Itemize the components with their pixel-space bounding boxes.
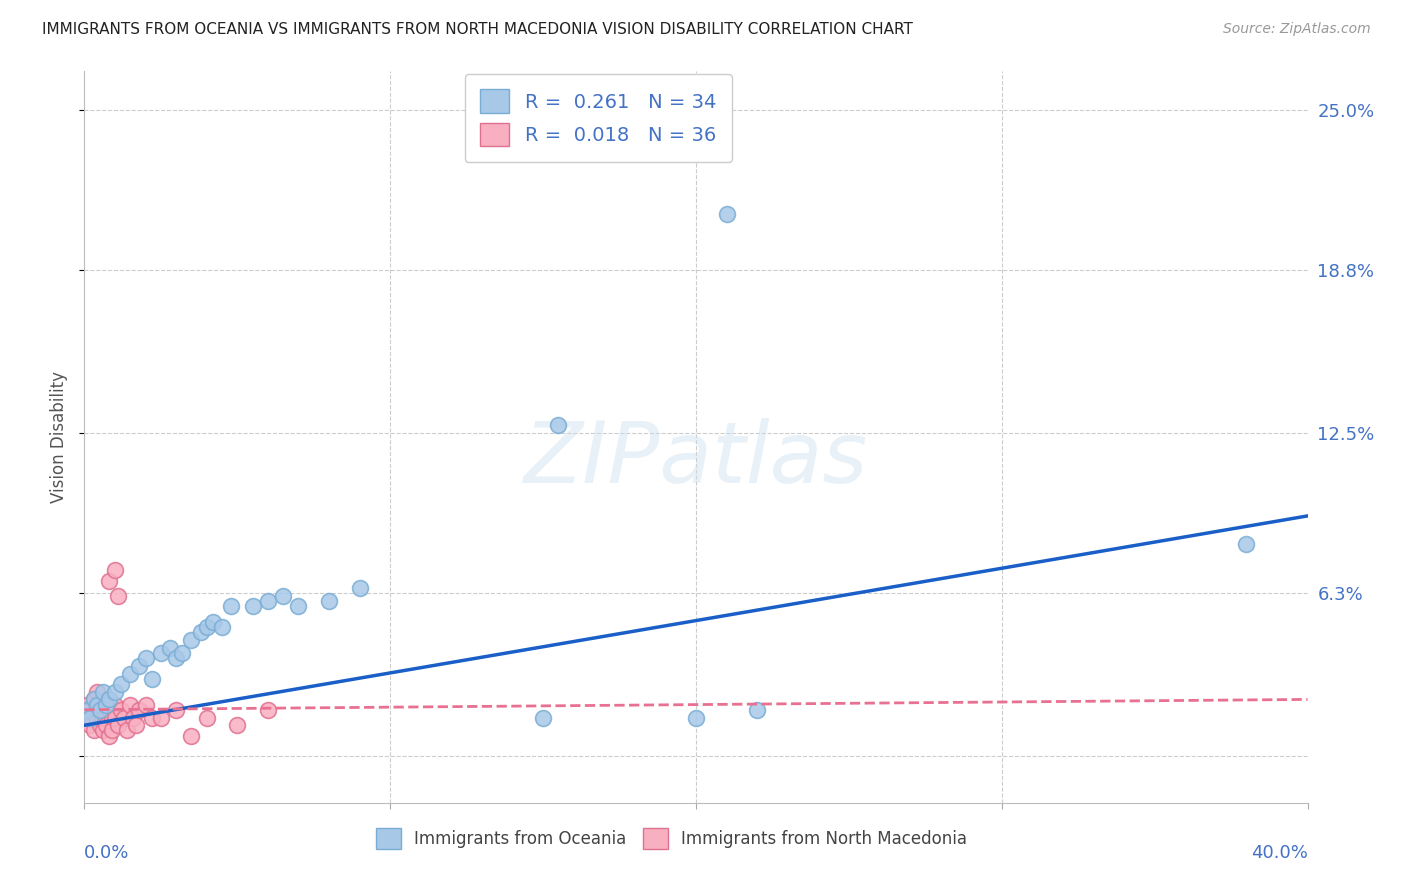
Point: [165, 703, 187, 717]
Point: [79, 703, 101, 717]
Point: [547, 418, 569, 433]
Point: [242, 599, 264, 614]
Point: [125, 718, 148, 732]
Text: ZIPatlas: ZIPatlas: [524, 417, 868, 500]
Point: [76, 710, 98, 724]
Point: [97, 692, 120, 706]
Point: [104, 698, 127, 712]
Point: [79, 718, 101, 732]
Point: [128, 703, 150, 717]
Point: [97, 729, 120, 743]
Point: [110, 677, 132, 691]
Legend: Immigrants from Oceania, Immigrants from North Macedonia: Immigrants from Oceania, Immigrants from…: [364, 817, 979, 860]
Point: [257, 594, 280, 608]
Point: [180, 729, 202, 743]
Point: [149, 646, 172, 660]
Point: [83, 723, 105, 738]
Point: [120, 698, 142, 712]
Point: [257, 703, 280, 717]
Point: [195, 710, 218, 724]
Point: [190, 625, 212, 640]
Point: [112, 710, 135, 724]
Point: [94, 698, 117, 712]
Point: [747, 703, 769, 717]
Text: 40.0%: 40.0%: [1251, 844, 1308, 863]
Point: [135, 698, 157, 712]
Point: [226, 718, 249, 732]
Point: [97, 574, 120, 588]
Point: [104, 563, 127, 577]
Point: [128, 658, 150, 673]
Point: [86, 698, 108, 712]
Point: [1236, 537, 1258, 551]
Point: [76, 703, 98, 717]
Point: [107, 718, 129, 732]
Point: [149, 710, 172, 724]
Point: [141, 672, 163, 686]
Point: [91, 710, 114, 724]
Point: [685, 710, 707, 724]
Point: [195, 620, 218, 634]
Point: [101, 710, 124, 724]
Point: [97, 703, 120, 717]
Point: [287, 599, 309, 614]
Point: [86, 710, 108, 724]
Point: [89, 703, 111, 717]
Text: 0.0%: 0.0%: [84, 844, 129, 863]
Point: [79, 710, 101, 724]
Point: [318, 594, 340, 608]
Point: [211, 620, 233, 634]
Point: [104, 710, 127, 724]
Point: [94, 718, 117, 732]
Point: [716, 206, 738, 220]
Point: [141, 710, 163, 724]
Point: [101, 723, 124, 738]
Point: [107, 589, 129, 603]
Point: [76, 698, 98, 712]
Point: [91, 723, 114, 738]
Point: [115, 723, 138, 738]
Point: [159, 640, 181, 655]
Point: [104, 684, 127, 698]
Y-axis label: Vision Disability: Vision Disability: [51, 371, 69, 503]
Point: [91, 684, 114, 698]
Point: [89, 718, 111, 732]
Point: [122, 710, 145, 724]
Point: [94, 698, 117, 712]
Point: [83, 692, 105, 706]
Point: [219, 599, 242, 614]
Point: [271, 589, 294, 603]
Point: [531, 710, 554, 724]
Text: Source: ZipAtlas.com: Source: ZipAtlas.com: [1223, 22, 1371, 37]
Point: [83, 692, 105, 706]
Point: [165, 651, 187, 665]
Point: [349, 582, 371, 596]
Text: IMMIGRANTS FROM OCEANIA VS IMMIGRANTS FROM NORTH MACEDONIA VISION DISABILITY COR: IMMIGRANTS FROM OCEANIA VS IMMIGRANTS FR…: [42, 22, 912, 37]
Point: [120, 666, 142, 681]
Point: [201, 615, 224, 629]
Point: [180, 632, 202, 647]
Point: [89, 703, 111, 717]
Point: [135, 651, 157, 665]
Point: [172, 646, 194, 660]
Point: [86, 684, 108, 698]
Point: [110, 703, 132, 717]
